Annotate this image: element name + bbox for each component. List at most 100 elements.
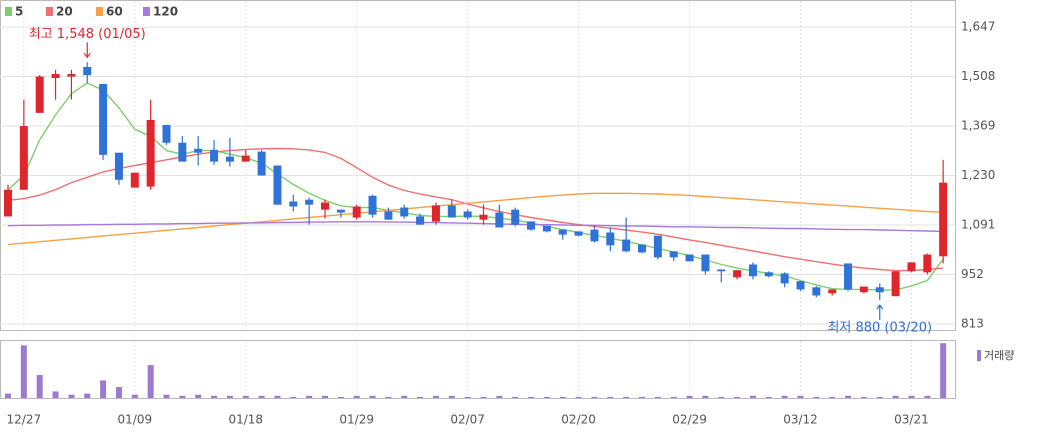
candle-body <box>590 229 599 242</box>
volume-bar <box>179 395 186 398</box>
volume-pane <box>0 340 956 399</box>
candle-body <box>574 231 583 236</box>
volume-bar <box>496 395 503 398</box>
candle-body <box>352 206 361 218</box>
legend-swatch <box>5 7 12 16</box>
x-tick-label: 02/20 <box>561 413 596 427</box>
volume-bar <box>100 380 107 398</box>
candle-body <box>162 124 171 143</box>
candle-body <box>764 272 773 277</box>
candle-body <box>669 251 678 258</box>
volume-bar <box>68 394 75 398</box>
volume-bar <box>575 396 582 398</box>
volume-bar <box>5 393 11 398</box>
y-tick-label: 813 <box>961 316 984 330</box>
candle-body <box>939 182 948 257</box>
volume-bar <box>464 396 471 398</box>
candle-body <box>400 207 409 217</box>
y-tick-label: 1,230 <box>961 168 995 182</box>
volume-bar <box>543 396 550 398</box>
x-tick-label: 01/09 <box>118 413 153 427</box>
candle-body <box>225 156 234 162</box>
candle-body <box>146 119 155 187</box>
legend-label: 5 <box>15 5 23 19</box>
volume-bar <box>274 395 281 398</box>
annotation-label: 최저 880 (03/20) <box>827 321 932 336</box>
x-tick-label: 01/18 <box>228 413 263 427</box>
candle-body <box>19 126 28 190</box>
volume-bar <box>749 395 756 398</box>
volume-bar <box>813 396 820 398</box>
volume-bar <box>369 395 376 398</box>
volume-bar <box>306 395 313 398</box>
y-tick-label: 1,369 <box>961 119 995 133</box>
candle-body <box>479 214 488 220</box>
candle-body <box>463 211 472 218</box>
volume-bar <box>829 396 836 398</box>
volume-bar <box>892 395 899 398</box>
volume-bar <box>84 393 91 398</box>
legend-label: 20 <box>56 5 73 19</box>
candle-body <box>638 244 646 253</box>
candle-body <box>257 151 266 176</box>
volume-bar <box>781 395 788 398</box>
candle-body <box>368 195 377 215</box>
volume-bar <box>20 345 27 398</box>
volume-bar <box>432 395 439 398</box>
y-tick-label: 1,508 <box>961 69 995 83</box>
x-tick-label: 02/07 <box>450 413 485 427</box>
candle-body <box>733 270 742 278</box>
candle-body <box>51 74 60 78</box>
candle-body <box>178 142 187 162</box>
volume-bar <box>623 396 630 398</box>
candle-body <box>606 232 615 246</box>
candle-body <box>796 281 805 290</box>
candle-body <box>35 76 44 113</box>
annotation-label: 최고 1,548 (01/05) <box>29 27 146 42</box>
candle-body <box>4 189 12 217</box>
candle-body <box>828 289 837 294</box>
volume-bar <box>797 395 804 398</box>
x-tick-label: 03/21 <box>894 413 929 427</box>
legend-swatch <box>46 7 53 16</box>
candle-body <box>653 235 662 258</box>
volume-bar <box>908 395 915 398</box>
candle-body <box>447 205 456 218</box>
volume-bar <box>337 396 344 398</box>
candle-body <box>622 239 631 252</box>
candle-body <box>907 262 916 272</box>
volume-bar <box>860 396 867 398</box>
candle-body <box>542 225 551 232</box>
volume-bar <box>528 396 535 398</box>
volume-legend-label: 거래량 <box>984 349 1014 362</box>
volume-bar <box>195 394 202 398</box>
volume-bar <box>607 396 614 398</box>
candle-body <box>241 155 250 162</box>
volume-bar <box>559 396 566 398</box>
volume-bar <box>686 395 693 398</box>
annotation-arrowhead <box>83 52 91 59</box>
legend-label: 60 <box>106 5 123 19</box>
volume-bar <box>417 396 424 398</box>
volume-bar <box>147 365 154 398</box>
candle-body <box>289 201 298 207</box>
candle-body <box>83 66 92 76</box>
volume-bar <box>639 396 645 398</box>
candle-body <box>527 221 536 230</box>
legend-swatch <box>143 7 150 16</box>
candle-body <box>923 254 932 273</box>
volume-bar <box>131 394 138 398</box>
y-tick-label: 1,647 <box>961 20 995 34</box>
candle-body <box>305 199 314 205</box>
volume-bar <box>876 396 883 398</box>
candle-body <box>875 287 884 293</box>
candle-body <box>210 149 219 162</box>
volume-bar <box>512 396 519 398</box>
volume-bar <box>845 395 852 398</box>
candle-body <box>99 84 108 155</box>
candle-body <box>558 229 567 235</box>
volume-bar <box>480 396 487 398</box>
volume-bar <box>940 343 947 398</box>
volume-bar <box>163 394 170 398</box>
candle-body <box>717 269 726 272</box>
